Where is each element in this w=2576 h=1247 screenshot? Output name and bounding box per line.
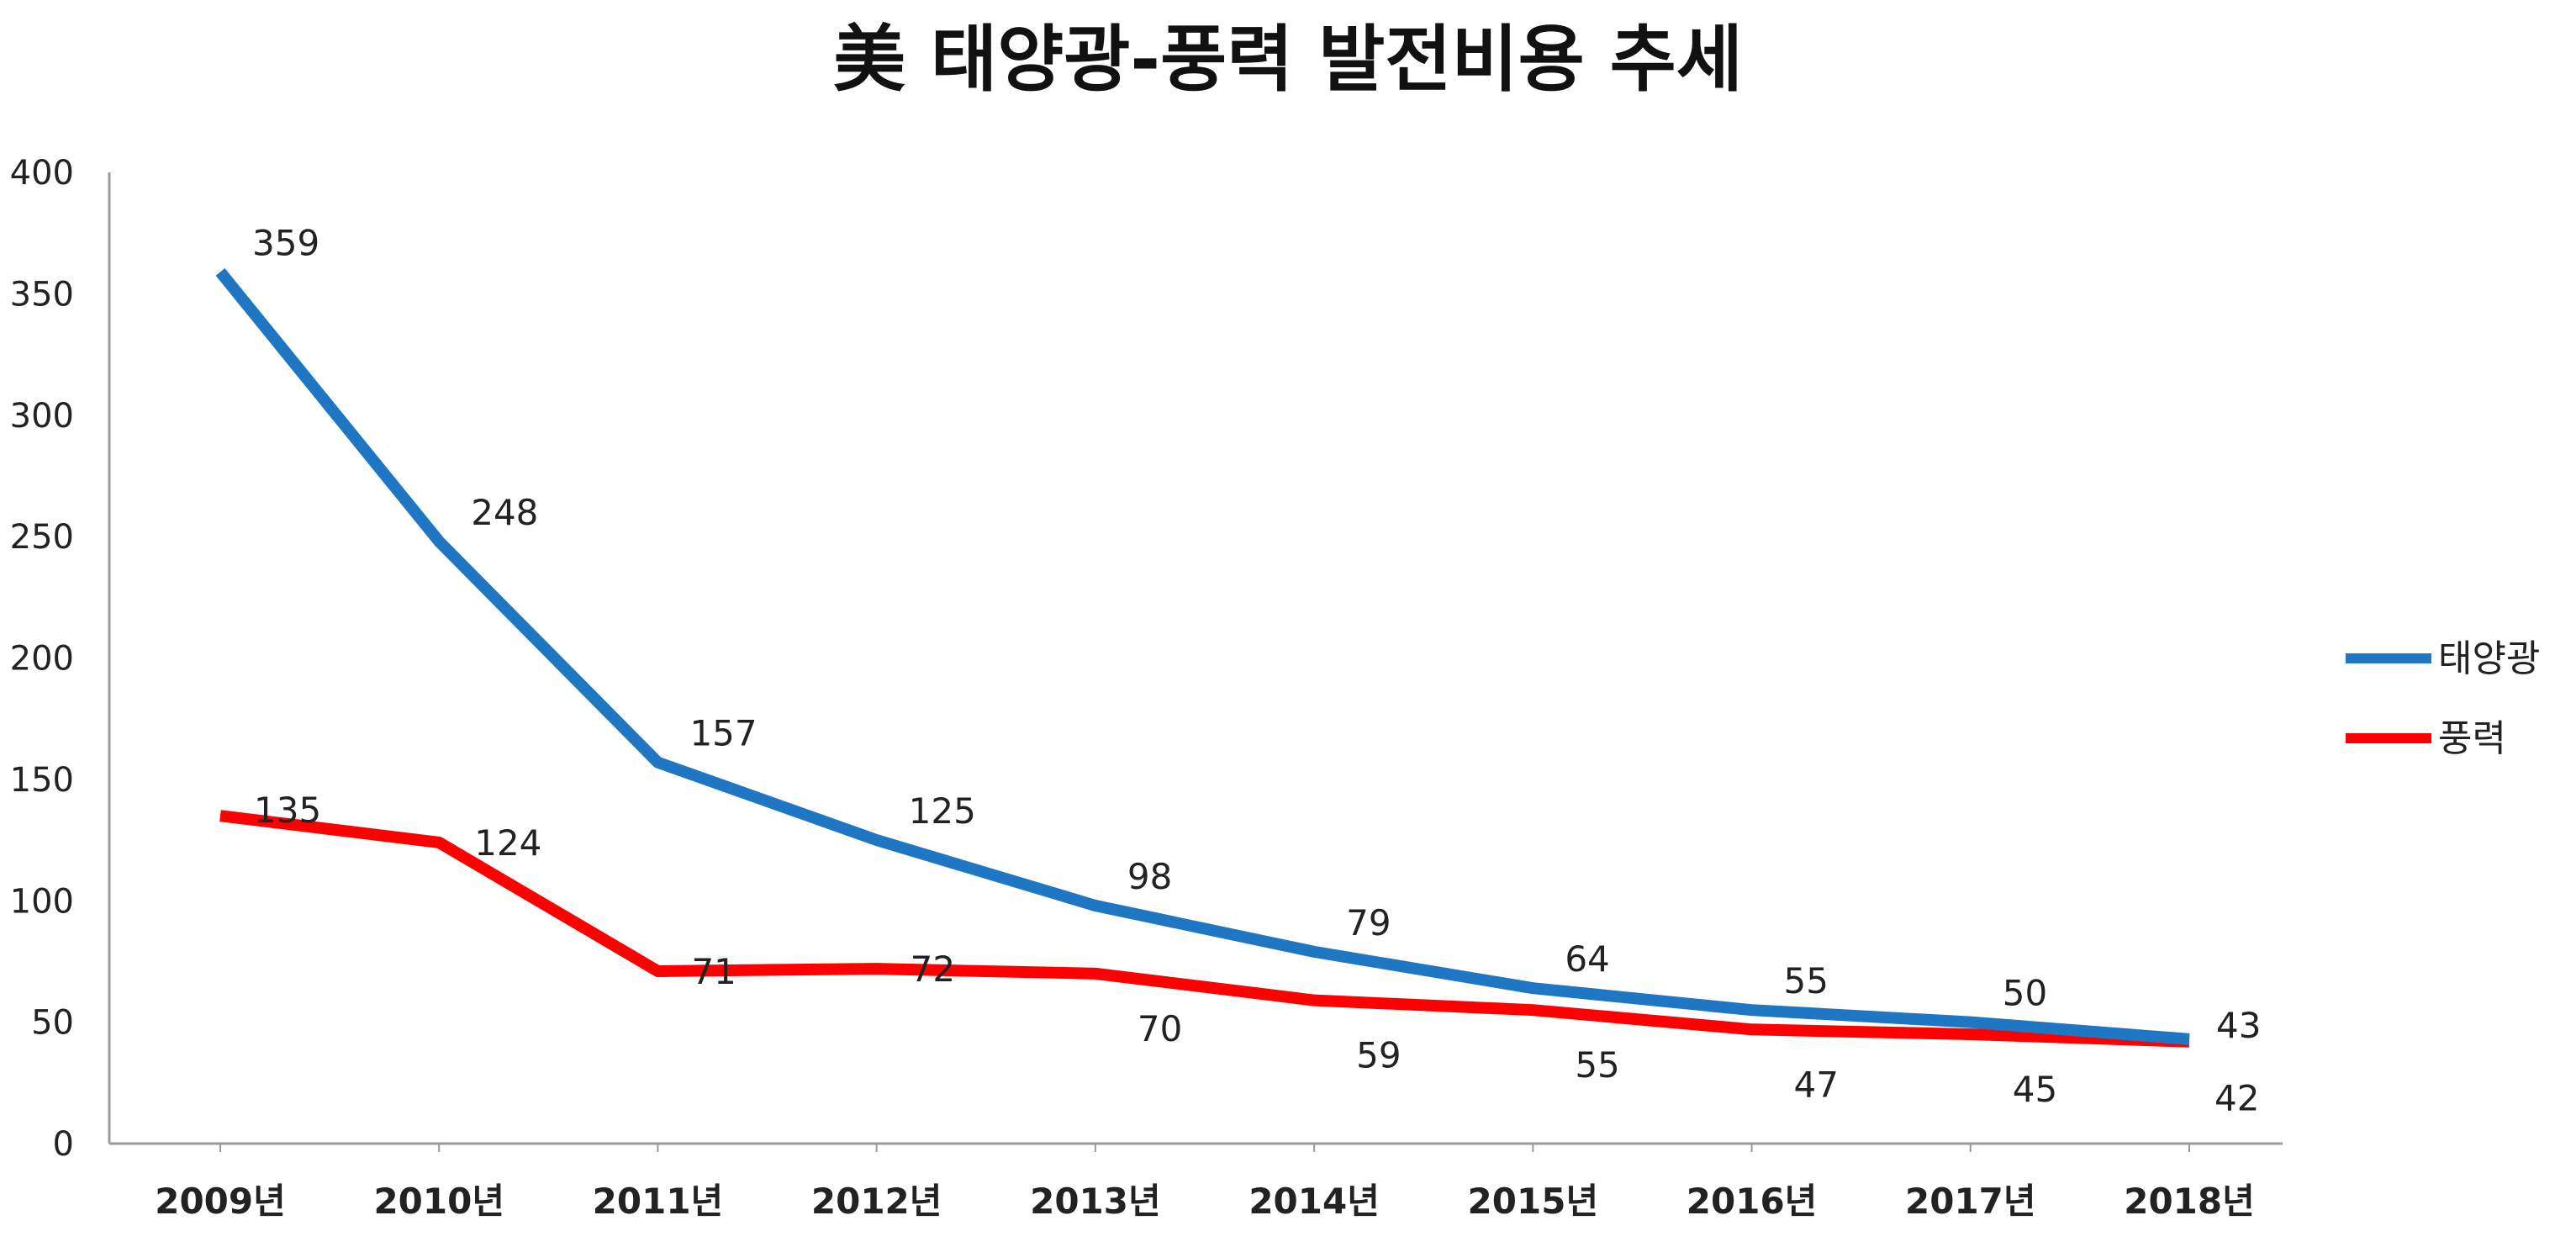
x-tick-label: 2014년 bbox=[1248, 1181, 1380, 1222]
data-label: 359 bbox=[252, 222, 319, 263]
y-tick-label: 300 bbox=[10, 397, 74, 436]
y-tick-label: 100 bbox=[10, 882, 74, 921]
data-label: 43 bbox=[2216, 1005, 2261, 1046]
legend-label: 태양광 bbox=[2438, 637, 2540, 680]
x-tick-label: 2016년 bbox=[1687, 1181, 1818, 1222]
chart-title: 美 태양광-풍력 발전비용 추세 bbox=[833, 18, 1743, 102]
y-axis-ticks: 0 50 100 150 200 250 300 350 400 bbox=[10, 154, 74, 1164]
data-label: 55 bbox=[1784, 960, 1829, 1001]
data-label: 42 bbox=[2214, 1078, 2259, 1119]
y-tick-label: 250 bbox=[10, 518, 74, 557]
data-label: 64 bbox=[1565, 938, 1609, 980]
x-tick-label: 2011년 bbox=[593, 1181, 724, 1222]
data-label: 124 bbox=[474, 822, 541, 864]
data-label: 125 bbox=[909, 790, 976, 832]
axes bbox=[108, 172, 2283, 1145]
legend-label: 풍력 bbox=[2438, 717, 2506, 760]
data-label: 98 bbox=[1127, 856, 1172, 897]
data-label: 45 bbox=[2013, 1069, 2057, 1110]
y-tick-label: 350 bbox=[10, 275, 74, 314]
series-lines bbox=[215, 267, 2190, 1048]
series-line-solar bbox=[215, 267, 2190, 1045]
x-tick-label: 2010년 bbox=[373, 1181, 504, 1222]
y-tick-label: 400 bbox=[10, 154, 74, 193]
data-label: 79 bbox=[1346, 902, 1391, 943]
legend-item-wind: 풍력 bbox=[2346, 717, 2506, 760]
data-label: 55 bbox=[1575, 1044, 1619, 1086]
data-label: 70 bbox=[1138, 1008, 1182, 1049]
y-tick-label: 0 bbox=[53, 1125, 74, 1164]
data-labels: 359 248 157 125 98 79 64 55 50 43 135 124 71 72 70 59 55… bbox=[252, 222, 2261, 1118]
x-tick-label: 2015년 bbox=[1468, 1181, 1599, 1222]
series-line-wind bbox=[219, 810, 2190, 1048]
x-axis-ticks: 2009년 2010년 2011년 2012년 2013년 2014년 2015년 2016년… bbox=[155, 1144, 2255, 1222]
data-label: 59 bbox=[1356, 1035, 1401, 1076]
data-label: 47 bbox=[1794, 1064, 1839, 1105]
data-label: 72 bbox=[911, 948, 955, 990]
x-tick-label: 2017년 bbox=[1905, 1181, 2036, 1222]
y-tick-label: 150 bbox=[10, 761, 74, 800]
x-tick-label: 2013년 bbox=[1030, 1181, 1161, 1222]
legend-item-solar: 태양광 bbox=[2346, 637, 2540, 680]
x-tick-label: 2018년 bbox=[2124, 1181, 2255, 1222]
data-label: 50 bbox=[2003, 973, 2047, 1014]
data-label: 248 bbox=[471, 492, 538, 533]
data-label: 71 bbox=[691, 951, 736, 992]
data-label: 157 bbox=[689, 713, 757, 754]
y-tick-label: 50 bbox=[31, 1004, 74, 1043]
y-tick-label: 200 bbox=[10, 640, 74, 679]
data-label: 135 bbox=[254, 790, 321, 831]
x-tick-label: 2012년 bbox=[811, 1181, 942, 1222]
x-tick-label: 2009년 bbox=[155, 1181, 286, 1222]
